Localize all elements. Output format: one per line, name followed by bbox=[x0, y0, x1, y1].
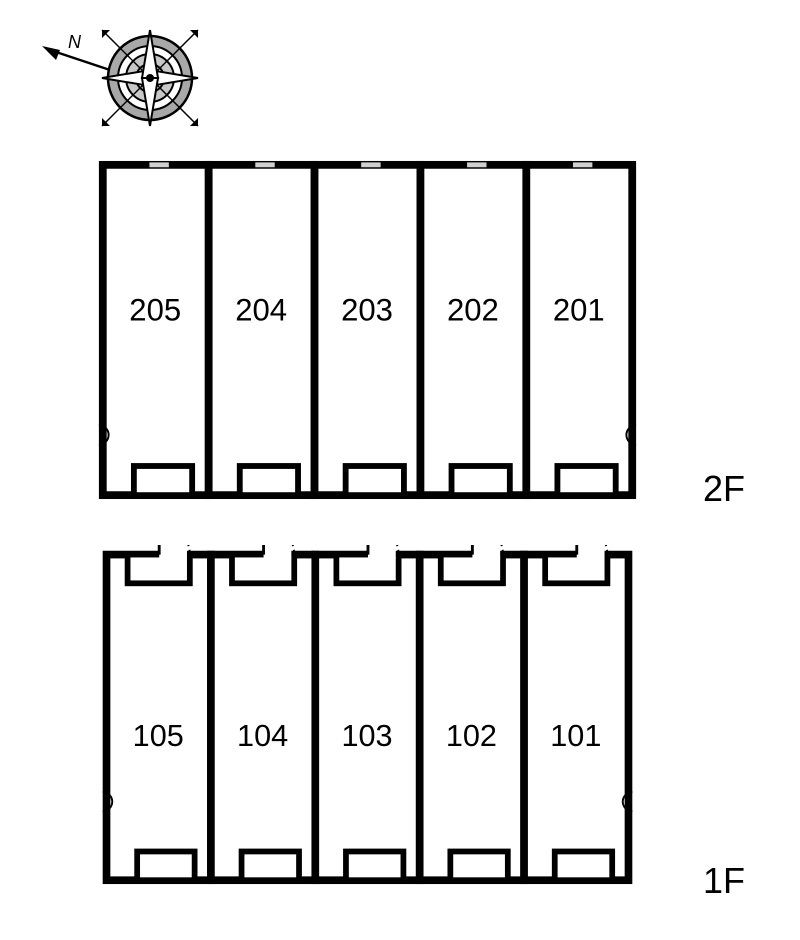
unit-203-label: 203 bbox=[341, 292, 393, 327]
unit-103-label: 103 bbox=[341, 719, 392, 753]
unit-102-label: 102 bbox=[446, 719, 497, 753]
unit-205-label: 205 bbox=[129, 292, 181, 327]
unit-102 bbox=[420, 555, 524, 881]
unit-101 bbox=[524, 555, 628, 881]
compass-body bbox=[102, 30, 198, 126]
unit-202-label: 202 bbox=[447, 292, 499, 327]
floor-2-plan: 205 204 203 202 201 bbox=[95, 160, 640, 505]
floor-2-label: 2F bbox=[703, 468, 745, 510]
unit-205 bbox=[103, 165, 209, 495]
unit-104 bbox=[211, 555, 315, 881]
floor-1-svg: 105 104 103 102 101 bbox=[95, 545, 640, 885]
compass-svg: N bbox=[30, 20, 210, 140]
unit-104-label: 104 bbox=[237, 719, 288, 753]
north-arrow: N bbox=[42, 32, 110, 70]
floor-1-label: 1F bbox=[703, 860, 745, 902]
floor-2-svg: 205 204 203 202 201 bbox=[95, 160, 640, 500]
unit-101-label: 101 bbox=[550, 719, 601, 753]
unit-202 bbox=[420, 165, 526, 495]
unit-204 bbox=[209, 165, 315, 495]
unit-203 bbox=[315, 165, 421, 495]
unit-103 bbox=[315, 555, 419, 881]
compass-rose: N bbox=[30, 20, 210, 145]
unit-201-label: 201 bbox=[553, 292, 605, 327]
unit-204-label: 204 bbox=[235, 292, 287, 327]
floor-1-plan: 105 104 103 102 101 bbox=[95, 545, 640, 890]
unit-201 bbox=[526, 165, 632, 495]
north-label: N bbox=[68, 32, 82, 52]
unit-105-label: 105 bbox=[133, 719, 184, 753]
unit-105 bbox=[107, 555, 211, 881]
